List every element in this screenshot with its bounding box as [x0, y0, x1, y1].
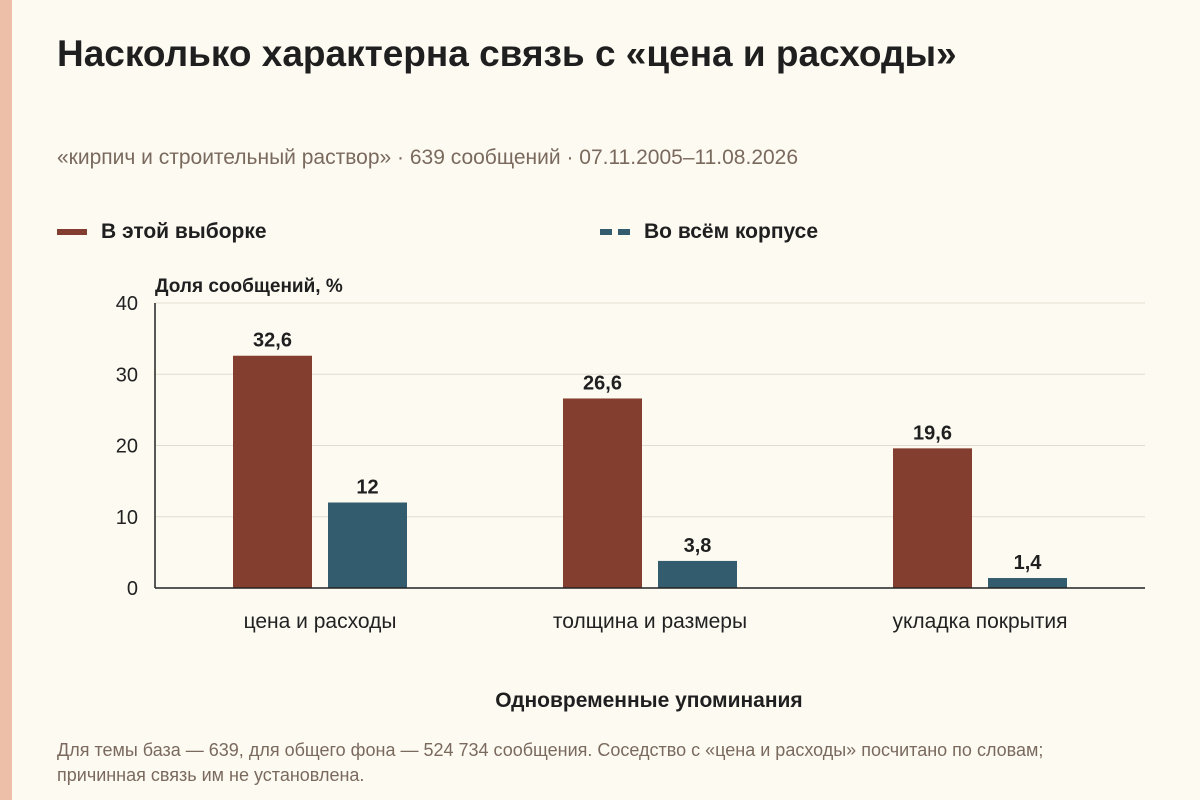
bar — [658, 560, 737, 588]
bar — [233, 355, 312, 588]
chart-title: Насколько характерна связь с «цена и рас… — [57, 33, 957, 74]
data-label: 12 — [356, 477, 378, 499]
legend-item-corpus: Во всём корпусе — [600, 220, 818, 244]
data-label: 32,6 — [253, 330, 292, 352]
legend-label-sample: В этой выборке — [101, 220, 267, 243]
x-axis-title: Одновременные упоминания — [495, 689, 802, 712]
legend-swatch-sample — [57, 229, 87, 235]
y-tick-label: 30 — [116, 364, 138, 386]
y-tick-label: 40 — [116, 293, 138, 315]
legend-item-sample: В этой выборке — [57, 220, 267, 244]
x-tick-label: цена и расходы — [244, 610, 397, 633]
data-label: 26,6 — [583, 372, 622, 394]
legend-swatch-corpus — [600, 229, 630, 235]
left-accent-stripe — [0, 0, 12, 800]
bar — [893, 448, 972, 588]
y-tick-label: 0 — [127, 578, 138, 600]
y-axis-title: Доля сообщений, % — [155, 276, 343, 297]
footnote: Для темы база — 639, для общего фона — 5… — [57, 740, 1044, 785]
data-label: 19,6 — [913, 422, 952, 444]
bar — [563, 398, 642, 588]
x-tick-label: толщина и размеры — [553, 610, 747, 633]
bar — [328, 502, 407, 588]
y-tick-label: 20 — [116, 436, 138, 458]
bar — [988, 578, 1067, 588]
chart-subtitle: «кирпич и строительный раствор» · 639 со… — [57, 146, 799, 169]
data-label: 1,4 — [1014, 552, 1043, 574]
y-tick-label: 10 — [116, 507, 138, 529]
legend-label-corpus: Во всём корпусе — [644, 220, 819, 243]
data-label: 3,8 — [684, 535, 712, 557]
x-tick-label: укладка покрытия — [892, 610, 1067, 633]
